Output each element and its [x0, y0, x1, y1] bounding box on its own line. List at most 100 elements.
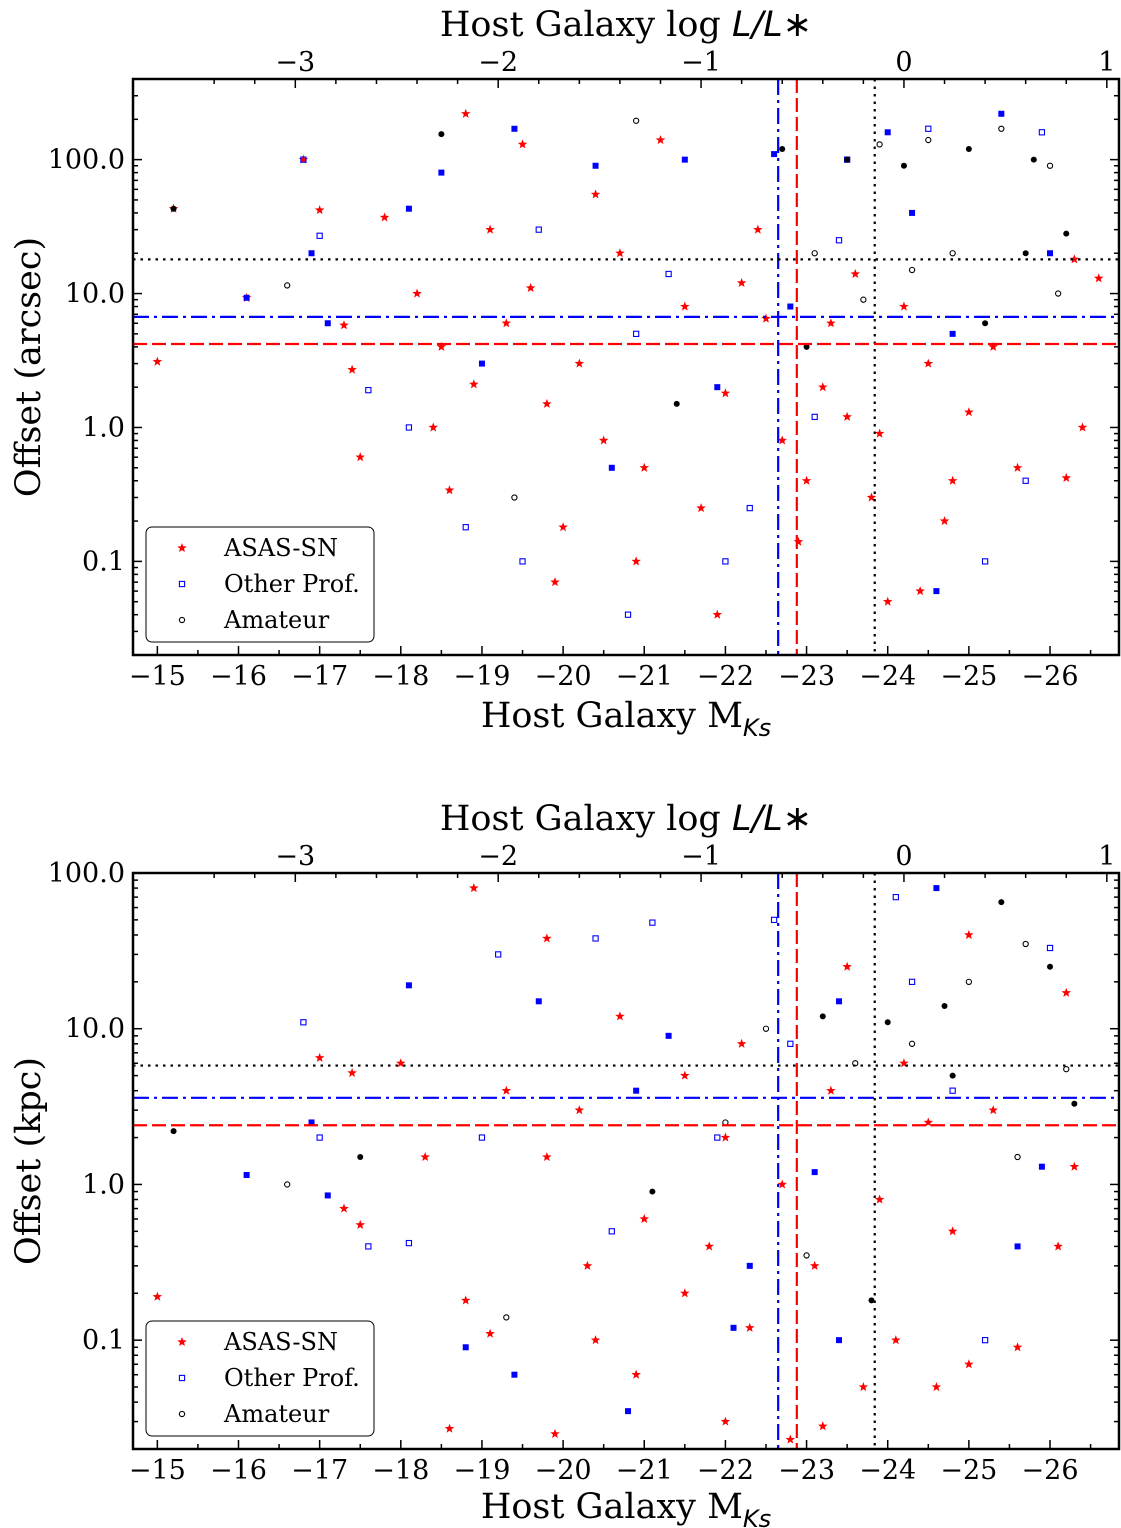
data-point	[714, 384, 721, 391]
data-point	[525, 283, 536, 293]
x-tick-label: −23	[778, 1455, 835, 1486]
top-x-ticks: −3 −2 −1 0 1	[213, 841, 1115, 882]
data-point	[777, 435, 787, 445]
data-point	[460, 1295, 471, 1305]
data-point	[681, 156, 688, 163]
data-point	[1053, 1241, 1063, 1251]
data-point	[625, 1408, 632, 1415]
data-point	[1047, 963, 1054, 970]
data-point	[882, 596, 893, 606]
data-point	[836, 1337, 843, 1344]
data-point	[753, 224, 763, 234]
legend-label: ASAS-SN	[223, 534, 338, 562]
top-tick-label: 1	[1098, 47, 1115, 78]
data-point	[746, 504, 753, 512]
top-tick-label: 0	[895, 47, 912, 78]
data-point	[1063, 1065, 1070, 1073]
data-point	[787, 1040, 794, 1047]
data-point	[574, 358, 585, 368]
data-point	[876, 141, 883, 148]
data-point	[884, 1019, 891, 1026]
top-tick-label: −2	[478, 841, 518, 872]
data-point	[542, 933, 552, 943]
data-point	[803, 343, 810, 350]
data-point	[444, 485, 455, 495]
data-point	[785, 1434, 796, 1444]
data-point	[558, 522, 568, 532]
data-point	[592, 162, 599, 169]
data-point	[933, 885, 940, 892]
x-tick-label: −18	[372, 661, 429, 692]
series-amateur	[170, 117, 1070, 501]
data-point	[779, 146, 786, 153]
x-tick-label: −23	[778, 661, 835, 692]
data-point	[438, 169, 445, 176]
data-point	[931, 1382, 942, 1392]
data-point	[462, 524, 469, 531]
x-tick-label: −16	[210, 1455, 267, 1486]
data-point	[899, 1058, 909, 1068]
y-tick-label: 100.0	[48, 145, 125, 176]
data-point	[842, 961, 852, 971]
data-point	[357, 1154, 364, 1161]
data-point	[284, 1181, 291, 1188]
legend: ASAS-SN Other Prof. Amateur	[145, 1320, 375, 1437]
data-point	[428, 422, 439, 432]
scatter-points	[152, 108, 1104, 619]
data-point	[405, 982, 412, 989]
data-point	[339, 1203, 349, 1213]
reference-lines	[133, 873, 1119, 1449]
data-point	[998, 899, 1005, 906]
data-point	[908, 1040, 916, 1047]
legend-marker	[178, 1410, 186, 1418]
data-point	[771, 151, 778, 158]
data-point	[801, 475, 812, 485]
data-point	[819, 1013, 826, 1020]
data-point	[811, 413, 818, 421]
x-tick-label: −21	[616, 1455, 673, 1486]
data-point	[964, 407, 974, 417]
data-point	[915, 586, 925, 596]
bottom-x-ticks: −15 −16 −17 −18 −19 −20 −21 −22 −23 −24 −25 −26	[129, 1440, 1092, 1486]
plot-frame	[131, 871, 1121, 1451]
data-point	[777, 1179, 787, 1189]
data-point	[923, 358, 934, 368]
legend-label: Amateur	[223, 606, 330, 634]
x-tick-label: −19	[453, 1455, 510, 1486]
top-tick-label: −3	[275, 841, 315, 872]
data-point	[590, 189, 601, 199]
data-point	[884, 129, 891, 136]
data-point	[1022, 250, 1029, 257]
data-point	[1014, 1153, 1021, 1161]
data-point	[964, 929, 974, 940]
data-point	[631, 1369, 641, 1379]
data-point	[1038, 1163, 1045, 1170]
data-point	[949, 250, 956, 257]
series-other-prof-	[243, 885, 1054, 1415]
data-point	[517, 139, 528, 149]
data-point	[316, 232, 323, 239]
data-point	[519, 558, 526, 565]
data-point	[365, 1243, 372, 1250]
data-point	[736, 277, 747, 287]
data-point	[339, 320, 349, 330]
data-point	[511, 125, 518, 132]
y-ticks: 0.1 1.0 10.0 100.0	[48, 858, 1119, 1450]
data-point	[615, 248, 625, 258]
data-point	[818, 382, 828, 392]
reference-lines	[133, 79, 1119, 655]
data-point	[680, 301, 690, 311]
data-point	[809, 1260, 820, 1270]
data-point	[511, 1371, 518, 1378]
data-point	[379, 212, 390, 222]
data-point	[655, 135, 666, 145]
x-tick-label: −25	[940, 1455, 997, 1486]
data-point	[868, 1297, 875, 1304]
series-other-prof-	[243, 110, 1054, 618]
data-point	[542, 398, 552, 408]
x-tick-label: −16	[210, 661, 267, 692]
data-point	[582, 1260, 593, 1270]
data-point	[811, 1169, 818, 1176]
data-point	[1093, 273, 1104, 283]
